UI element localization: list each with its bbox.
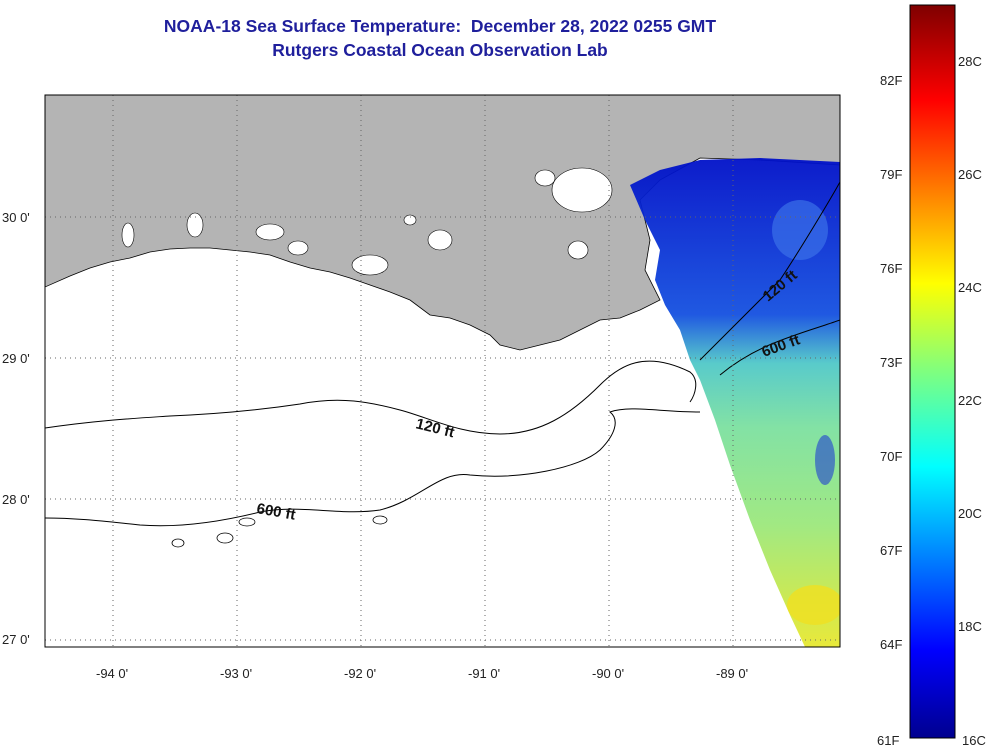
lon-label: -89 0' (716, 666, 748, 681)
lat-label: 29 0' (2, 351, 30, 366)
longitude-labels: -94 0' -93 0' -92 0' -91 0' -90 0' -89 0… (96, 666, 748, 681)
lon-label: -90 0' (592, 666, 624, 681)
colorbar-c-label: 20C (958, 506, 982, 521)
sst-swath (630, 158, 840, 647)
colorbar-c-label: 22C (958, 393, 982, 408)
contour-600ft-east (719, 319, 840, 376)
lake (427, 229, 453, 251)
colorbar-f-label: 67F (880, 543, 902, 558)
map-title: NOAA-18 Sea Surface Temperature: Decembe… (0, 14, 880, 62)
lon-label: -91 0' (468, 666, 500, 681)
colorbar-c-label: 24C (958, 280, 982, 295)
colorbar-c-label: 16C (962, 733, 986, 748)
contour-label-600ft-west: 600 ft (255, 500, 297, 524)
lake (351, 254, 389, 276)
lake (287, 240, 309, 256)
shoal (171, 538, 185, 548)
colorbar-f-label: 82F (880, 73, 902, 88)
lat-label: 27 0' (2, 632, 30, 647)
shoal (372, 515, 388, 525)
colorbar-f-label: 76F (880, 261, 902, 276)
title-line-2: Rutgers Coastal Ocean Observation Lab (272, 40, 608, 60)
graticule (45, 95, 840, 647)
lat-label: 28 0' (2, 492, 30, 507)
lake (186, 212, 204, 238)
colorbar (909, 4, 956, 739)
colorbar-c-label: 26C (958, 167, 982, 182)
lon-label: -92 0' (344, 666, 376, 681)
cool-patch (772, 200, 828, 260)
shoal (216, 532, 234, 544)
colorbar-c-label: 28C (958, 54, 982, 69)
colorbar-fahrenheit-labels: 82F 79F 76F 73F 70F 67F 64F 61F (877, 73, 902, 748)
colorbar-f-label: 70F (880, 449, 902, 464)
lake (255, 223, 285, 241)
lon-label: -94 0' (96, 666, 128, 681)
lake (567, 240, 589, 260)
shoal (238, 517, 256, 527)
colorbar-f-label: 61F (877, 733, 899, 748)
land-mass (45, 95, 840, 351)
warm-patch (787, 585, 840, 625)
contour-120ft-east (699, 181, 840, 361)
lat-label: 30 0' (2, 210, 30, 225)
title-line-1: NOAA-18 Sea Surface Temperature: Decembe… (163, 16, 717, 36)
lake-pontchartrain (551, 167, 613, 213)
lake (403, 214, 417, 226)
cool-patch (815, 435, 835, 485)
contour-600ft (45, 408, 701, 527)
colorbar-celsius-labels: 28C 26C 24C 22C 20C 18C 16C (958, 54, 986, 748)
colorbar-f-label: 79F (880, 167, 902, 182)
lon-label: -93 0' (220, 666, 252, 681)
contour-120ft (45, 360, 697, 435)
latitude-labels: 30 0' 29 0' 28 0' 27 0' (2, 210, 30, 647)
lake (121, 222, 135, 248)
colorbar-c-label: 18C (958, 619, 982, 634)
colorbar-f-label: 64F (880, 637, 902, 652)
colorbar-f-label: 73F (880, 355, 902, 370)
lake (534, 169, 556, 187)
